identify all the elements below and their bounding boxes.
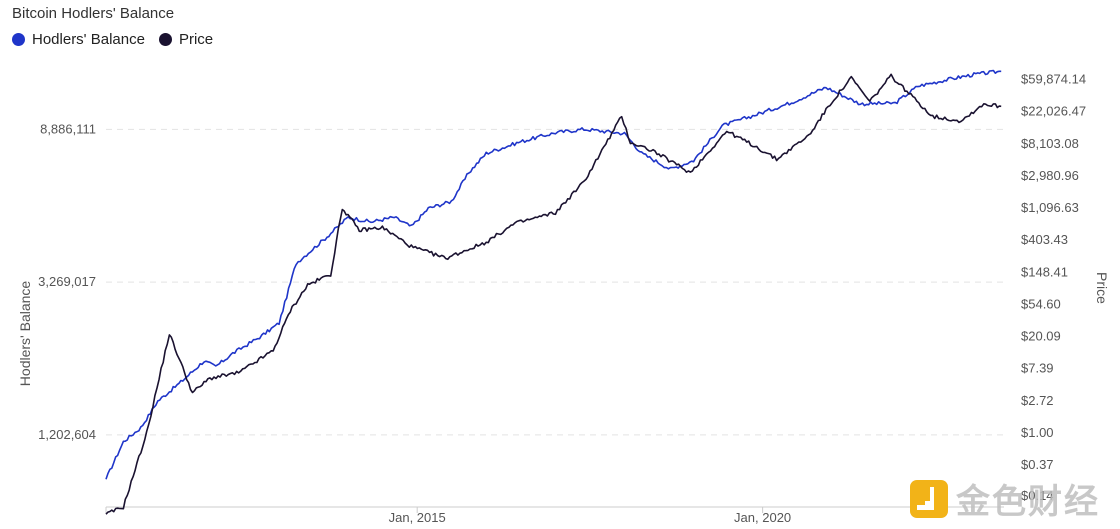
y-right-tick-label: $54.60 xyxy=(1021,296,1061,311)
y-right-tick-label: $1,096.63 xyxy=(1021,200,1079,215)
legend-marker-price xyxy=(158,33,172,46)
legend-label-price: Price xyxy=(178,31,214,48)
y-left-tick-label: 8,886,111 xyxy=(40,121,96,136)
y-right-axis-title: Price xyxy=(1094,272,1110,304)
watermark: 金色财经 xyxy=(910,474,1100,523)
y-right-tick-label: $403.43 xyxy=(1021,232,1068,247)
legend-label-hodlers-balance: Hodlers' Balance xyxy=(32,31,145,48)
x-tick-label: Jan, 2015 xyxy=(389,510,446,525)
y-right-tick-label: $2,980.96 xyxy=(1021,168,1079,183)
y-right-tick-label: $0.37 xyxy=(1021,457,1054,472)
y-right-tick-label: $59,874.14 xyxy=(1021,72,1086,87)
y-right-tick-label: $7.39 xyxy=(1021,361,1054,376)
y-right-tick-label: $22,026.47 xyxy=(1021,104,1086,119)
x-tick-label: Jan, 2020 xyxy=(734,510,791,525)
y-left-tick-label: 1,202,604 xyxy=(38,427,96,442)
legend-item-price[interactable]: Price xyxy=(158,31,214,48)
legend-item-hodlers-balance[interactable]: Hodlers' Balance xyxy=(12,31,145,48)
watermark-logo-icon xyxy=(910,479,948,518)
series-line-price xyxy=(105,73,1002,515)
y-right-tick-label: $8,103.08 xyxy=(1021,136,1079,151)
y-right-tick-label: $1.00 xyxy=(1021,425,1054,440)
chart-title: Bitcoin Hodlers' Balance xyxy=(12,5,175,22)
y-right-tick-label: $148.41 xyxy=(1021,264,1068,279)
y-left-axis-title: Hodlers' Balance xyxy=(17,281,33,387)
y-right-tick-label: $2.72 xyxy=(1021,393,1054,408)
legend-marker-hodlers-balance xyxy=(12,33,25,46)
series-line-hodlers-balance xyxy=(105,69,1002,480)
watermark-text: 金色财经 xyxy=(956,482,1100,522)
y-right-tick-label: $20.09 xyxy=(1021,329,1061,344)
legend: Hodlers' Balance Price xyxy=(12,31,213,48)
y-left-tick-label: 3,269,017 xyxy=(38,274,96,289)
y-right-tick-label: $0.14 xyxy=(1021,488,1054,503)
